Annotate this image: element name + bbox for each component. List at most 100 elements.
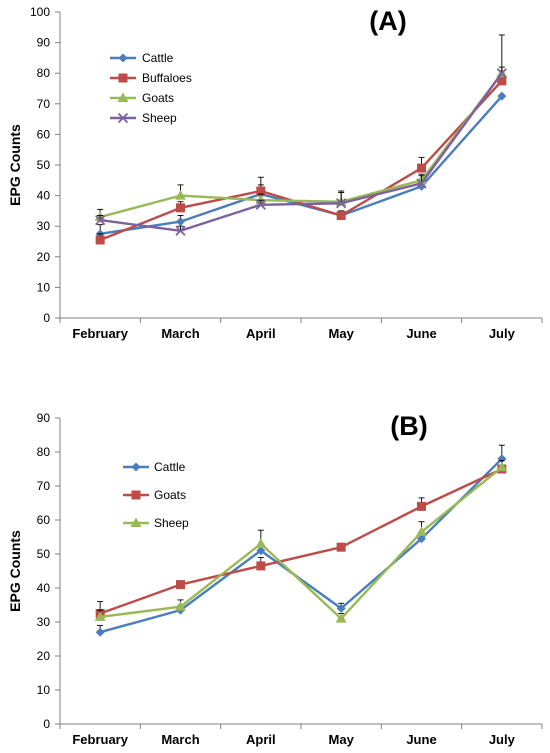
chart-b-sheep-point-march xyxy=(175,601,186,611)
chart-a-sheep-point-march-stroke-2 xyxy=(175,225,186,236)
chart-a-sheep-point-july xyxy=(496,68,507,79)
chart-a-ytick-label-40: 40 xyxy=(37,189,51,203)
chart-b-goats-point-april xyxy=(256,561,266,571)
chart-a-ytick-label-50: 50 xyxy=(37,158,51,172)
chart-a-buffaloes-point-june xyxy=(417,163,426,173)
chart-a-series-sheep xyxy=(95,66,507,236)
chart-a-buffaloes-point-march xyxy=(176,203,185,213)
chart-b-title: (B) xyxy=(390,411,427,441)
chart-a-xtick-label-june: June xyxy=(406,326,436,341)
chart-a-sheep-point-june xyxy=(416,178,427,189)
chart-a-xtick-label-february: February xyxy=(72,326,128,341)
chart-a-legend-marker-sheep-stroke-2 xyxy=(117,112,129,124)
chart-a-legend-marker-goats xyxy=(117,92,129,102)
chart-b-ytick-label-80: 80 xyxy=(37,445,51,459)
chart-b-legend-label-cattle: Cattle xyxy=(154,460,186,474)
chart-b-ytick-label-20: 20 xyxy=(37,649,51,663)
chart-b-legend-label-sheep: Sheep xyxy=(154,516,189,530)
chart-a: 0 10 20 30 40 50 60 70 80 90 100 February March April… xyxy=(7,5,543,341)
chart-a-ytick-label-10: 10 xyxy=(37,280,51,294)
chart-b-ytick-label-60: 60 xyxy=(37,513,51,527)
chart-a-buffaloes-point-may xyxy=(336,210,346,220)
chart-b-cattle-point-july xyxy=(497,454,507,464)
chart-a-ytick-label-20: 20 xyxy=(37,250,51,264)
chart-a-ytick-label-0: 0 xyxy=(43,311,50,325)
chart-b-xtick-label-march: March xyxy=(161,732,199,747)
chart-b-ytick-label-70: 70 xyxy=(37,479,51,493)
chart-a-sheep-point-april-stroke-2 xyxy=(255,199,266,210)
chart-a-sheep-point-february xyxy=(95,214,106,226)
chart-b-ytick-label-0: 0 xyxy=(43,717,50,731)
chart-a-legend-label-cattle: Cattle xyxy=(142,51,174,65)
chart-b-cattle-point-february xyxy=(95,627,105,637)
chart-b-series-sheep xyxy=(94,460,508,623)
chart-b-xtick-label-february: February xyxy=(72,732,128,747)
chart-b: 0 10 20 30 40 50 60 70 80 90 February March April May… xyxy=(7,411,543,747)
chart-a-sheep-point-july-stroke-2 xyxy=(496,68,507,79)
chart-a-ytick-label-90: 90 xyxy=(37,36,51,50)
chart-b-sheep-point-february xyxy=(94,611,106,621)
chart-b-legend-marker-sheep xyxy=(130,517,142,527)
chart-b-ytick-label-30: 30 xyxy=(37,615,51,629)
chart-b-legend: Cattle Goats Sheep xyxy=(123,460,189,530)
chart-b-ytick-label-90: 90 xyxy=(37,411,51,425)
chart-a-xtick-label-march: March xyxy=(161,326,199,341)
chart-a-legend: Cattle Buffaloes Goats Sheep xyxy=(110,51,192,125)
chart-b-goats-point-march xyxy=(176,580,185,590)
chart-a-sheep-point-april xyxy=(255,199,266,210)
chart-a-cattle-point-march xyxy=(176,217,185,227)
chart-a-xtick-label-april: April xyxy=(246,326,276,341)
chart-a-sheep-point-february-stroke-2 xyxy=(95,214,106,226)
chart-a-ytick-label-30: 30 xyxy=(37,219,51,233)
chart-a-ytick-label-70: 70 xyxy=(37,97,51,111)
chart-a-cattle-point-july xyxy=(497,91,507,101)
chart-b-goats-point-may xyxy=(336,542,346,552)
chart-a-legend-label-goats: Goats xyxy=(142,91,174,105)
chart-b-goats-point-june xyxy=(417,501,426,511)
chart-b-sheep-point-july xyxy=(496,461,508,472)
chart-b-xtick-label-june: June xyxy=(406,732,436,747)
chart-b-cattle-line xyxy=(99,457,503,634)
chart-a-ytick-label-60: 60 xyxy=(37,127,51,141)
chart-a-goats-point-march xyxy=(175,190,186,200)
chart-b-sheep-line xyxy=(100,466,503,620)
chart-b-sheep-point-may xyxy=(335,613,347,623)
chart-a-sheep-point-june-stroke-2 xyxy=(416,178,427,189)
chart-a-ytick-label-80: 80 xyxy=(37,66,51,80)
chart-b-sheep-point-april xyxy=(255,538,267,548)
chart-b-xtick-label-may: May xyxy=(329,732,355,747)
chart-b-cattle-point-may xyxy=(336,603,346,613)
chart-a-buffaloes-point-february xyxy=(95,235,105,245)
chart-b-legend-marker-cattle xyxy=(131,462,141,472)
chart-a-sheep-point-march xyxy=(175,225,186,236)
chart-a-legend-label-sheep: Sheep xyxy=(142,111,177,125)
chart-a-buffaloes-point-april xyxy=(256,186,266,196)
chart-a-sheep-line xyxy=(100,72,503,232)
chart-a-sheep-point-may-stroke-2 xyxy=(336,198,347,209)
chart-b-ytick-label-40: 40 xyxy=(37,581,51,595)
chart-a-y-axis-label: EPG Counts xyxy=(7,124,23,206)
chart-b-xtick-label-july: July xyxy=(489,732,516,747)
chart-b-cattle-point-june xyxy=(417,534,426,544)
chart-a-xtick-label-may: May xyxy=(329,326,355,341)
chart-b-cattle-point-april xyxy=(256,546,266,556)
chart-b-sheep-point-june xyxy=(416,526,427,536)
chart-a-sheep-point-may xyxy=(336,198,347,209)
chart-a-legend-label-buffaloes: Buffaloes xyxy=(142,71,192,85)
chart-a-legend-marker-sheep xyxy=(117,112,129,124)
chart-a-legend-marker-buffaloes xyxy=(118,73,128,83)
chart-a-buffaloes-point-july xyxy=(497,76,507,86)
chart-b-legend-marker-goats xyxy=(131,490,141,500)
chart-b-legend-label-goats: Goats xyxy=(154,488,186,502)
chart-b-y-axis-label: EPG Counts xyxy=(7,530,23,612)
chart-b-xtick-label-april: April xyxy=(246,732,276,747)
chart-b-ytick-label-10: 10 xyxy=(37,683,51,697)
chart-a-xtick-label-july: July xyxy=(489,326,516,341)
chart-b-goats-line xyxy=(99,467,503,615)
chart-a-goats-line xyxy=(99,72,503,219)
chart-b-ytick-label-50: 50 xyxy=(37,547,51,561)
chart-a-ytick-label-100: 100 xyxy=(30,5,50,19)
chart-a-legend-marker-cattle xyxy=(118,53,128,63)
chart-a-title: (A) xyxy=(369,6,406,36)
